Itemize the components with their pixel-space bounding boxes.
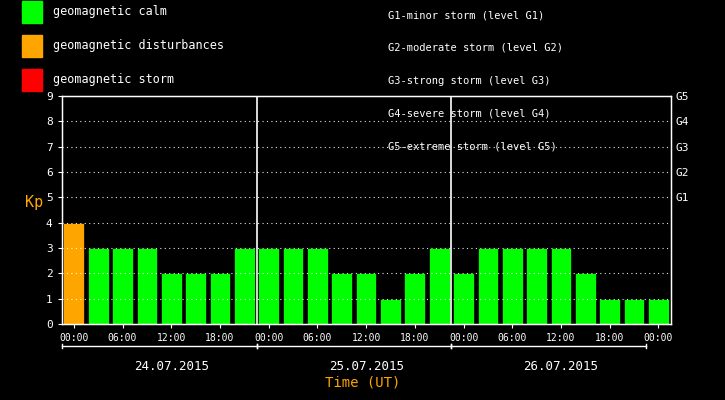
Bar — [405, 273, 425, 324]
Text: G4-severe storm (level G4): G4-severe storm (level G4) — [388, 108, 550, 118]
Text: geomagnetic storm: geomagnetic storm — [53, 74, 174, 86]
Bar — [307, 248, 328, 324]
Bar — [210, 273, 231, 324]
Bar — [600, 299, 620, 324]
Bar — [453, 273, 474, 324]
Text: 24.07.2015: 24.07.2015 — [133, 360, 209, 373]
Bar — [186, 273, 206, 324]
Bar — [502, 248, 523, 324]
Text: 26.07.2015: 26.07.2015 — [523, 360, 599, 373]
Bar — [624, 299, 645, 324]
Bar — [331, 273, 352, 324]
Bar — [234, 248, 254, 324]
Bar — [136, 248, 157, 324]
Bar — [575, 273, 596, 324]
Bar — [161, 273, 181, 324]
Text: G2-moderate storm (level G2): G2-moderate storm (level G2) — [388, 43, 563, 53]
Bar — [380, 299, 401, 324]
Text: G3-strong storm (level G3): G3-strong storm (level G3) — [388, 76, 550, 86]
Bar — [648, 299, 668, 324]
Bar — [356, 273, 376, 324]
Text: G1-minor storm (level G1): G1-minor storm (level G1) — [388, 10, 544, 20]
Bar — [429, 248, 450, 324]
Text: geomagnetic calm: geomagnetic calm — [53, 6, 167, 18]
Bar — [283, 248, 303, 324]
Bar — [64, 223, 84, 324]
Y-axis label: Kp: Kp — [25, 195, 44, 210]
Text: geomagnetic disturbances: geomagnetic disturbances — [53, 40, 224, 52]
Text: G5-extreme storm (level G5): G5-extreme storm (level G5) — [388, 141, 557, 151]
Bar — [526, 248, 547, 324]
Bar — [551, 248, 571, 324]
Bar — [88, 248, 109, 324]
Bar — [258, 248, 279, 324]
Bar — [112, 248, 133, 324]
Bar — [478, 248, 498, 324]
Text: 25.07.2015: 25.07.2015 — [328, 360, 404, 373]
Text: Time (UT): Time (UT) — [325, 376, 400, 390]
